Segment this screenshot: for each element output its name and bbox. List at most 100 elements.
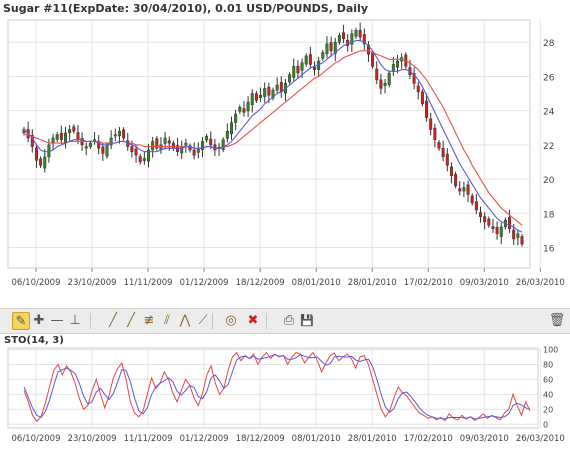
candle-body: [358, 30, 362, 38]
candle-body: [242, 108, 246, 113]
candle-body: [454, 174, 458, 187]
candle-body: [196, 148, 200, 153]
candle-body: [234, 113, 238, 123]
delete-icon[interactable]: ✖: [247, 313, 259, 328]
candle-body: [483, 216, 487, 223]
candle-body: [246, 101, 250, 112]
candle-body: [138, 156, 142, 163]
candle-body: [321, 52, 325, 59]
candle-body: [130, 146, 134, 152]
candle-body: [288, 74, 292, 83]
andrews-pitchfork-icon[interactable]: ⋀: [179, 313, 191, 328]
sto-d-line: [23, 354, 531, 420]
candle-body: [445, 153, 449, 166]
candle-body: [122, 129, 126, 139]
candle-body: [225, 130, 229, 139]
candle-body: [192, 149, 196, 156]
candle-body: [391, 64, 395, 72]
y-tick-label: 18: [543, 210, 555, 220]
candle-body: [491, 226, 495, 229]
candle-body: [267, 86, 271, 96]
sto-x-tick-label: 17/02/2010: [404, 434, 453, 444]
select-icon[interactable]: ✎: [12, 312, 30, 330]
sto-y-tick-label: 40: [543, 390, 553, 399]
x-tick-label: 11/11/2009: [124, 278, 173, 288]
candle-body: [159, 144, 163, 150]
candle-body: [499, 226, 503, 237]
candle-body: [466, 184, 470, 195]
candle-body: [449, 166, 453, 176]
price-chart: 16 18 20 22 24 26 28 06/10/2009 23/10/2009 11/11/…: [7, 19, 565, 288]
candle-body: [520, 236, 524, 245]
fibonacci-icon[interactable]: ≢: [143, 313, 155, 328]
candle-body: [313, 66, 316, 70]
sto-x-tick-label: 26/03/2010: [516, 434, 565, 444]
channel-icon[interactable]: ⫽: [164, 313, 170, 328]
candle-body: [425, 100, 429, 118]
crosshair-icon[interactable]: ✚: [33, 313, 45, 328]
candle-body: [147, 149, 150, 162]
candle-body: [263, 88, 267, 97]
drawing-toolbar: ✎ ✚ — ⊥ ╱ ╱ ≢ ⫽ ⋀ ⟋ ◎ ✖ ⎙ 💾 🗑: [0, 308, 570, 334]
sto-plot-area: [7, 347, 539, 429]
candle-body: [296, 65, 300, 74]
candle-body: [433, 127, 437, 140]
ray-icon[interactable]: ╱: [127, 313, 135, 328]
y-tick-label: 22: [543, 142, 554, 152]
sto-y-tick-label: 100: [543, 345, 558, 354]
vertical-line-icon[interactable]: ⊥: [69, 313, 81, 328]
candle-body: [383, 83, 387, 86]
candle-body: [101, 146, 105, 154]
gann-fan-icon[interactable]: ⟋: [198, 313, 208, 328]
horizontal-line-icon[interactable]: —: [50, 313, 64, 328]
x-tick-label: 08/01/2010: [292, 278, 341, 288]
candle-body: [375, 68, 379, 81]
candle-body: [396, 60, 399, 68]
candle-body: [474, 201, 478, 211]
x-tick-label: 26/03/2010: [516, 278, 565, 288]
candle-body: [487, 218, 491, 226]
x-tick-label: 28/01/2010: [348, 278, 397, 288]
ellipse-icon[interactable]: ◎: [225, 313, 237, 328]
x-tick-label: 18/12/2009: [236, 278, 285, 288]
candle-body: [275, 84, 279, 91]
moving-average-fast-line: [23, 39, 523, 233]
x-tick-label: 17/02/2010: [404, 278, 453, 288]
y-tick-label: 16: [543, 244, 555, 254]
candle-body: [441, 148, 445, 158]
candle-body: [238, 106, 242, 112]
candle-body: [221, 139, 225, 150]
candle-body: [109, 137, 113, 146]
sto-x-tick-label: 08/01/2010: [292, 434, 341, 444]
candle-body: [155, 138, 159, 149]
candle-body: [250, 93, 254, 106]
y-tick-label: 26: [543, 73, 555, 83]
print-icon[interactable]: ⎙: [283, 313, 295, 328]
candle-body: [39, 158, 43, 166]
candle-body: [354, 30, 358, 37]
candle-body: [84, 146, 88, 149]
candle-body: [230, 122, 233, 135]
candle-body: [254, 93, 258, 101]
sto-x-tick-label: 11/11/2009: [124, 434, 173, 444]
candle-body: [462, 187, 466, 192]
save-icon[interactable]: 💾: [300, 314, 314, 327]
candle-body: [362, 34, 366, 45]
candle-body: [325, 43, 329, 55]
sto-x-tick-label: 23/10/2009: [68, 434, 117, 444]
stochastic-title: STO(14, 3): [4, 335, 64, 346]
candle-body: [113, 134, 117, 137]
candle-body: [209, 138, 213, 146]
sto-x-tick-label: 01/12/2009: [180, 434, 229, 444]
sto-x-tick-label: 06/10/2009: [12, 434, 61, 444]
candle-body: [342, 32, 346, 40]
candle-body: [371, 52, 375, 67]
candle-body: [516, 233, 520, 238]
chart-title: Sugar #11(ExpDate: 30/04/2010), 0.01 USD…: [3, 2, 368, 15]
trend-line-icon[interactable]: ╱: [109, 313, 117, 328]
candle-body: [420, 91, 424, 105]
candle-body: [43, 156, 47, 169]
candle-body: [337, 35, 341, 43]
trash-icon[interactable]: 🗑: [548, 313, 566, 328]
candle-body: [151, 141, 155, 151]
